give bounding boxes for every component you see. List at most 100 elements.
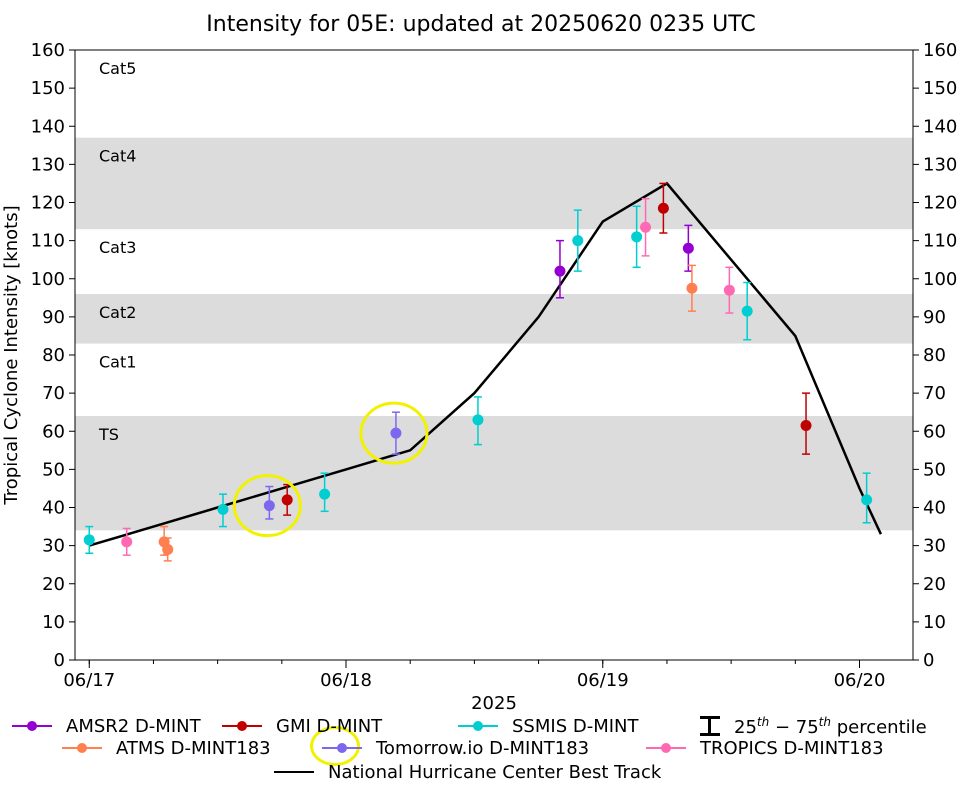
y-tick-label-left: 80 [42,345,65,366]
point-tomorrow-io-d-mint183 [390,411,402,455]
legend-label-percentile: 25th − 75th percentile [734,714,927,738]
data-points [83,182,873,562]
marker [686,282,698,294]
x-tick-label: 06/20 [834,670,886,691]
point-tropics-d-mint183 [121,527,133,556]
x-axis-label: 2025 [471,693,517,712]
legend-marker-tropics [646,737,686,759]
x-tick-label: 06/18 [320,670,372,691]
y-tick-label-right: 10 [923,612,946,633]
legend: AMSR2 D-MINT GMI D-MINT SSMIS D-MINT 25t… [0,712,962,783]
legend-item-ssmis: SSMIS D-MINT [458,715,639,737]
legend-label-gmi: GMI D-MINT [276,715,383,737]
legend-item-gmi: GMI D-MINT [222,715,382,737]
highlight-circle [232,474,302,538]
marker [723,284,735,296]
legend-marker-ssmis [458,715,498,737]
y-tick-label-left: 120 [31,193,65,214]
percentile-bar-icon [698,715,722,737]
y-tick-label-left: 100 [31,269,65,290]
point-tropics-d-mint183 [640,197,652,257]
legend-label-tomorrow: Tomorrow.io D-MINT183 [376,737,590,759]
y-tick-label-right: 100 [923,269,957,290]
y-tick-label-left: 70 [42,383,65,404]
category-bands [75,137,913,531]
y-tick-label-left: 40 [42,498,65,519]
y-tick-label-right: 140 [923,116,957,137]
point-atms-d-mint183 [686,264,698,312]
point-ssmis-d-mint [741,281,753,341]
y-tick-label-left: 130 [31,154,65,175]
point-ssmis-d-mint [861,472,873,524]
point-ssmis-d-mint [572,209,584,272]
y-tick-label-right: 150 [923,78,957,99]
y-tick-label-right: 40 [923,498,946,519]
chart-title: Intensity for 05E: updated at 20250620 0… [206,12,755,37]
legend-label-ssmis: SSMIS D-MINT [512,715,639,737]
y-tick-label-left: 150 [31,78,65,99]
legend-item-amsr2: AMSR2 D-MINT [12,715,201,737]
point-gmi-d-mint [657,182,669,234]
y-tick-label-right: 70 [923,383,946,404]
point-ssmis-d-mint [319,472,331,513]
marker [162,543,174,555]
point-atms-d-mint183 [162,537,174,562]
marker [741,305,753,317]
marker [281,494,293,506]
point-amsr2-d-mint [554,239,566,299]
point-ssmis-d-mint [472,396,484,446]
best-track [88,181,883,547]
category-label-cat5: Cat5 [99,59,136,78]
marker [631,231,643,243]
y-tick-label-right: 110 [923,231,957,252]
legend-marker-best-track [274,761,314,783]
category-labels: TS Cat1 Cat2 Cat3 Cat4 Cat5 [98,59,136,444]
category-label-cat4: Cat4 [99,147,136,166]
legend-label-tropics: TROPICS D-MINT183 [700,737,884,759]
y-tick-label-left: 0 [54,650,65,671]
band-ts [75,416,913,531]
x-tick-label: 06/19 [577,670,629,691]
plot-frame [74,49,914,661]
y-tick-label-right: 50 [923,459,946,480]
y-tick-label-left: 110 [31,231,65,252]
highlight-circle [359,401,429,465]
legend-highlight-circle [310,726,360,766]
category-label-cat1: Cat1 [99,353,136,372]
marker [572,235,584,247]
marker [390,427,402,439]
legend-marker-gmi [222,715,262,737]
y-tick-label-right: 90 [923,307,946,328]
point-ssmis-d-mint [631,205,643,269]
marker [319,488,331,500]
point-ssmis-d-mint [217,493,229,528]
band-cat4 [75,137,913,230]
marker [121,536,133,548]
y-tick-label-right: 120 [923,193,957,214]
chart: Intensity for 05E: updated at 20250620 0… [1,12,957,712]
y-tick-label-right: 80 [923,345,946,366]
y-axis-right: 0 10 20 30 40 50 60 70 80 90 100 110 120 130 140 150 160 [913,40,957,671]
y-tick-label-right: 130 [923,154,957,175]
marker [682,242,694,254]
category-label-ts: TS [98,425,119,444]
y-tick-label-left: 160 [31,40,65,61]
y-axis-left: 0 10 20 30 40 50 60 70 80 90 100 110 120 130 140 150 160 [31,40,75,671]
legend-marker-atms [62,737,102,759]
point-amsr2-d-mint [682,224,694,272]
marker [657,202,669,214]
y-tick-label-right: 160 [923,40,957,61]
y-tick-label-left: 50 [42,459,65,480]
x-tick-label: 06/17 [63,670,115,691]
band-cat2 [75,294,913,344]
y-tick-label-right: 60 [923,421,946,442]
point-tomorrow-io-d-mint183 [263,485,275,520]
legend-label-amsr2: AMSR2 D-MINT [66,715,201,737]
legend-label-best-track: National Hurricane Center Best Track [328,761,662,783]
y-tick-label-left: 30 [42,536,65,557]
marker [263,500,275,512]
marker [861,494,873,506]
legend-item-tomorrow: Tomorrow.io D-MINT183 [322,737,589,759]
marker [472,414,484,426]
x-axis: 06/17 06/18 06/19 06/20 [63,660,885,691]
